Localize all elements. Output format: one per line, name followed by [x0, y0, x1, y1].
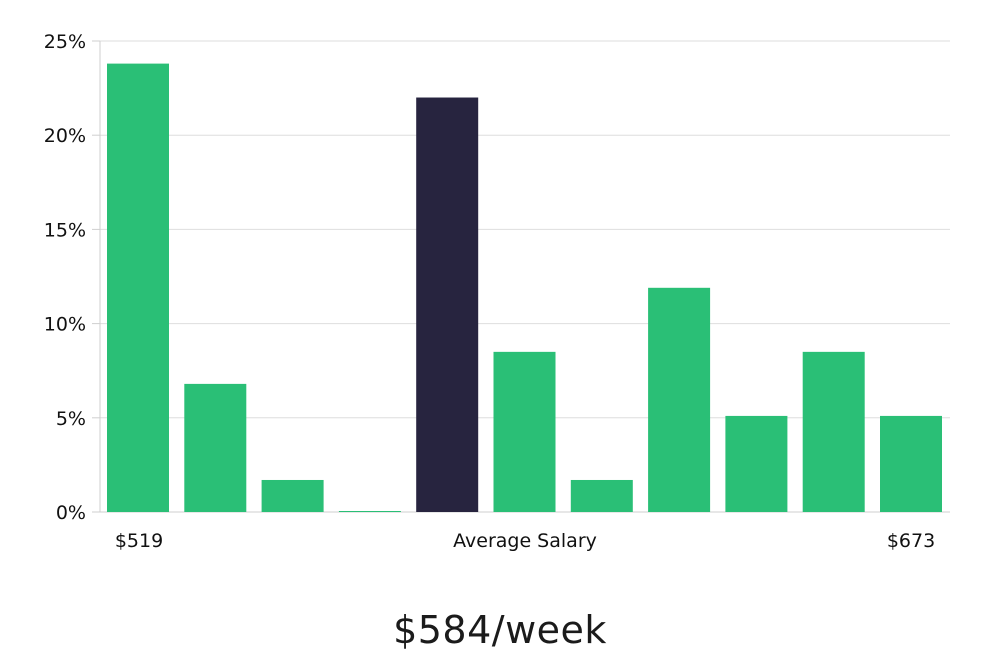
y-axis-ticks: 0% 5% 10% 15% 20% 25%: [44, 31, 100, 524]
bar: [261, 479, 324, 512]
bar: [648, 287, 711, 512]
bar: [184, 383, 247, 512]
bar: [802, 351, 865, 512]
y-tick-label: 20%: [44, 125, 86, 147]
y-tick-label: 0%: [56, 502, 86, 524]
bar-average-salary: [416, 97, 479, 513]
bar: [570, 479, 633, 512]
bars: [107, 63, 942, 513]
bar: [107, 63, 169, 512]
salary-histogram: 0% 5% 10% 15% 20% 25% $519 Average Salary $67…: [44, 31, 950, 552]
bar: [880, 415, 942, 512]
bar: [493, 351, 556, 512]
x-label-min: $519: [115, 530, 163, 552]
x-label-average: Average Salary: [453, 530, 597, 552]
y-tick-label: 25%: [44, 31, 86, 53]
y-tick-label: 5%: [56, 408, 86, 430]
x-axis-labels: $519 Average Salary $673: [115, 530, 935, 552]
x-label-max: $673: [887, 530, 935, 552]
y-tick-label: 10%: [44, 314, 86, 336]
bar: [725, 415, 788, 512]
average-salary-summary: $584/week: [393, 608, 607, 652]
bar: [338, 511, 401, 512]
y-tick-label: 15%: [44, 219, 86, 241]
